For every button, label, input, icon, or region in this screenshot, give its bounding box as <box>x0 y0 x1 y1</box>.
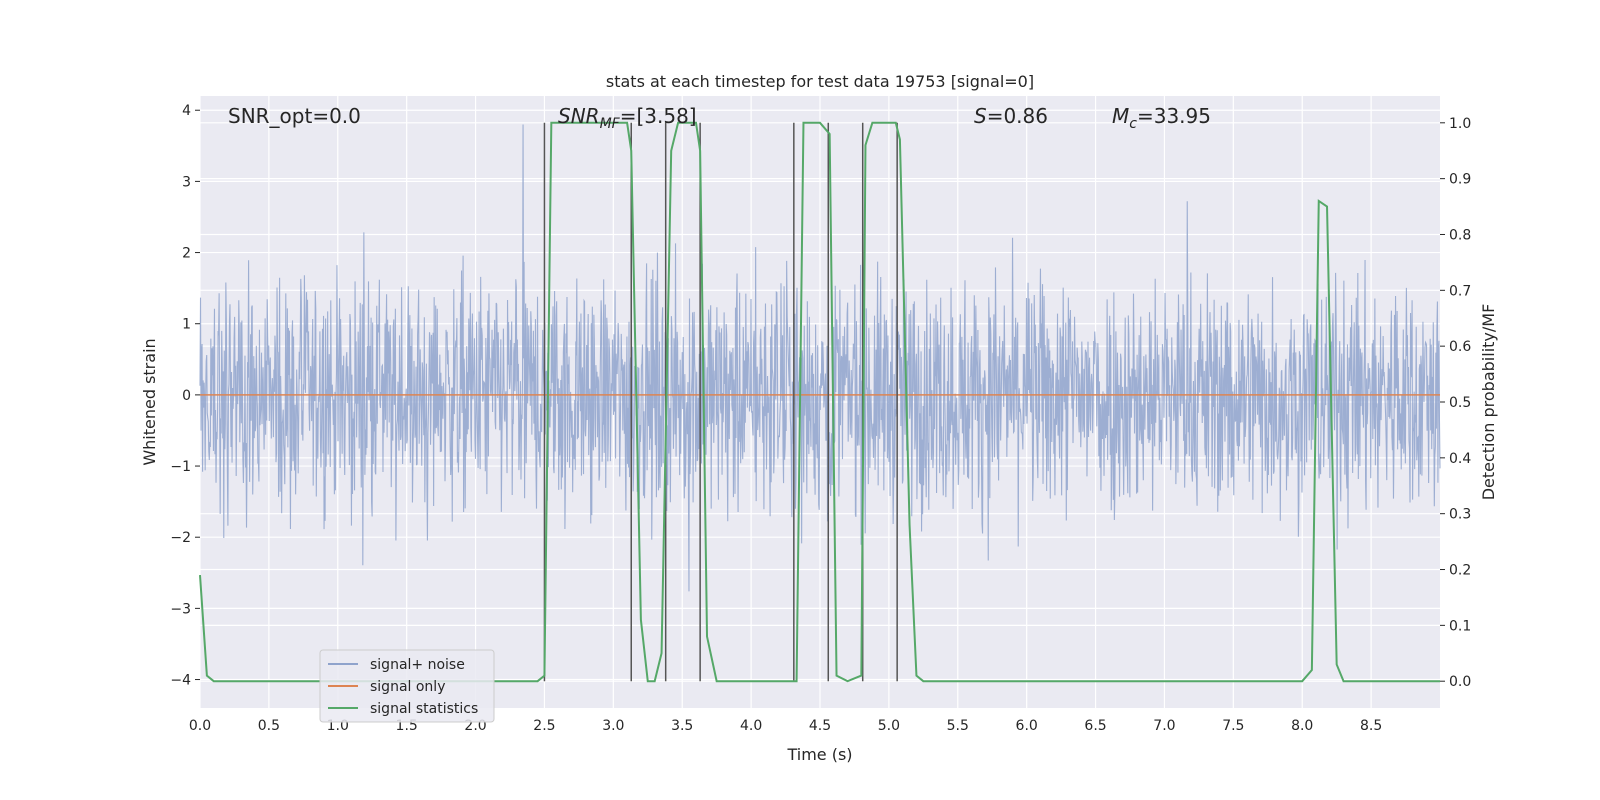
y2-tick-label: 0.6 <box>1449 339 1471 355</box>
y-tick-label: 1 <box>182 317 191 333</box>
y2-tick-label: 1.0 <box>1449 116 1471 132</box>
x-tick-label: 3.0 <box>602 718 624 734</box>
lines <box>199 121 1440 683</box>
snr-opt-annotation: SNR_opt=0.0 <box>228 104 361 128</box>
y-tick-label: −2 <box>170 530 191 546</box>
signal-statistics-line <box>199 121 1440 683</box>
y-tick-label: 4 <box>182 103 191 119</box>
legend-box <box>319 649 495 723</box>
y-axis-label: Whitened strain <box>140 338 159 465</box>
y-tick-label: −4 <box>170 673 191 689</box>
x-axis-label: Time (s) <box>786 745 852 764</box>
x-tick-label: 0.5 <box>258 718 280 734</box>
y2-tick-label: 0.0 <box>1449 674 1471 690</box>
mc-main: M <box>1112 104 1129 128</box>
s-value: =0.86 <box>987 104 1048 128</box>
x-tick-label: 5.0 <box>878 718 900 734</box>
y-tick-label: −3 <box>170 601 191 617</box>
ticks: 0.0 0.5 1.0 1.5 2.0 2.5 3.0 3.5 4.0 4.5 5.0 5.5 6.0 6… <box>170 103 1471 734</box>
x-tick-label: 3.5 <box>671 718 693 734</box>
annotations: SNR_opt=0.0 SNRMF=[3.58] S=0.86 Mc=33.95 <box>228 104 1211 132</box>
snr-mf-value: =[3.58] <box>620 104 697 128</box>
y-tick-label: −1 <box>170 459 191 475</box>
legend-label-stats: signal statistics <box>370 701 478 717</box>
y2-tick-label: 0.4 <box>1449 451 1471 467</box>
legend-label-noise: signal+ noise <box>370 657 465 673</box>
s-annotation: S=0.86 <box>974 104 1048 128</box>
signal-noise-line <box>199 124 1441 592</box>
x-tick-label: 2.5 <box>533 718 555 734</box>
y2-tick-label: 0.3 <box>1449 507 1471 523</box>
y2-tick-label: 0.7 <box>1449 283 1471 299</box>
legend: signal+ noise signal only signal statist… <box>319 649 495 723</box>
x-tick-label: 0.0 <box>189 718 211 734</box>
y2-tick-label: 0.5 <box>1449 395 1471 411</box>
x-tick-label: 6.0 <box>1016 718 1038 734</box>
y-tick-label: 3 <box>182 174 191 190</box>
y2-tick-label: 0.1 <box>1449 618 1471 634</box>
y2-tick-label: 0.8 <box>1449 227 1471 243</box>
x-tick-label: 5.5 <box>947 718 969 734</box>
x-tick-label: 4.0 <box>740 718 762 734</box>
y2-tick-label: 0.2 <box>1449 563 1471 579</box>
y2-axis-label: Detection probability/MF <box>1479 304 1498 501</box>
y2-tick-label: 0.9 <box>1449 172 1471 188</box>
y-tick-label: 2 <box>182 246 191 262</box>
x-tick-label: 8.5 <box>1360 718 1382 734</box>
s-main: S <box>974 104 987 128</box>
snr-mf-sub: MF <box>600 116 621 132</box>
mc-sub: c <box>1129 116 1137 132</box>
mc-annotation: Mc=33.95 <box>1112 104 1211 132</box>
x-tick-label: 6.5 <box>1084 718 1106 734</box>
snr-mf-main: SNR <box>558 104 600 128</box>
y-tick-label: 0 <box>182 388 191 404</box>
x-tick-label: 7.5 <box>1222 718 1244 734</box>
x-tick-label: 7.0 <box>1153 718 1175 734</box>
x-tick-label: 8.0 <box>1291 718 1313 734</box>
chart-title: stats at each timestep for test data 197… <box>606 72 1034 91</box>
snr-mf-annotation: SNRMF=[3.58] <box>558 104 697 132</box>
noise-series <box>199 124 1441 592</box>
legend-label-signal: signal only <box>370 679 445 695</box>
mc-value: =33.95 <box>1137 104 1211 128</box>
x-tick-label: 4.5 <box>809 718 831 734</box>
